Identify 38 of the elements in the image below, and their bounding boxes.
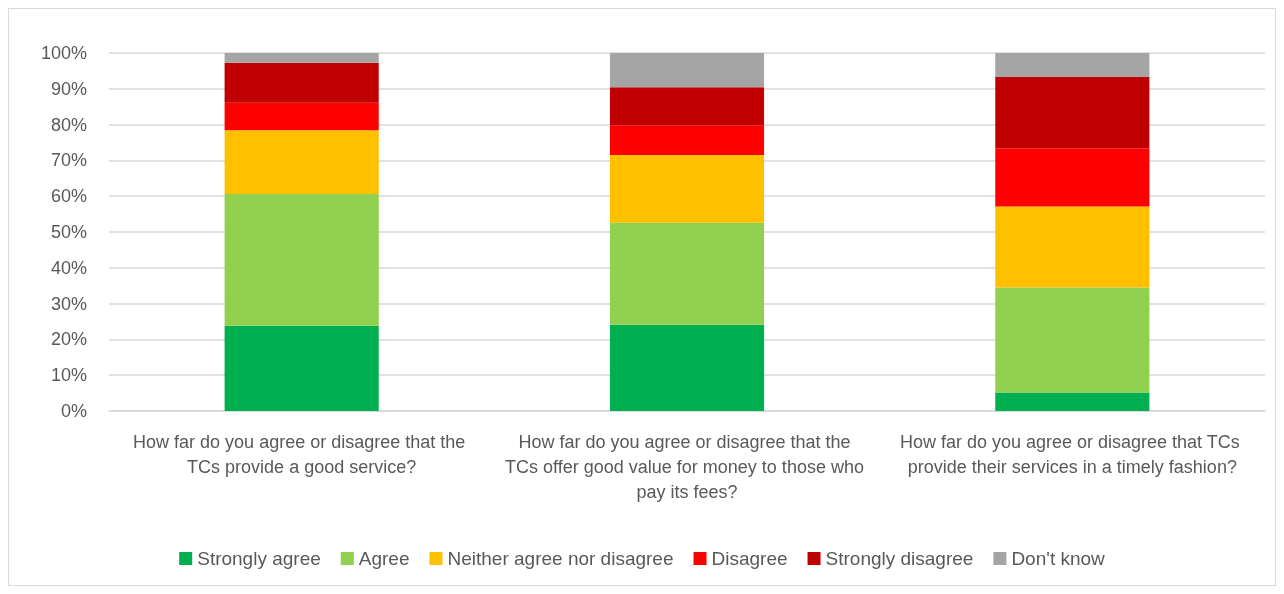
bar <box>224 62 379 103</box>
legend-label: Strongly disagree <box>825 548 974 569</box>
bar <box>609 222 765 325</box>
bar <box>995 392 1150 411</box>
bar <box>995 148 1150 207</box>
bar <box>224 194 379 326</box>
bar <box>609 53 765 88</box>
y-tick-label: 70% <box>50 150 87 171</box>
bar <box>609 155 765 223</box>
bar <box>609 324 765 411</box>
y-tick-label: 60% <box>50 186 87 207</box>
bar <box>224 102 379 131</box>
bar <box>995 287 1150 393</box>
bar <box>224 130 379 195</box>
x-tick-label: How far do you agree or disagree that the TCs offer good value for money to those who pay its fees? <box>505 431 869 502</box>
bar <box>609 87 765 126</box>
y-tick-label: 40% <box>50 257 87 278</box>
legend-label: Disagree <box>711 548 788 569</box>
legend-label: Agree <box>358 548 410 569</box>
legend-label: Don't know <box>1011 548 1106 569</box>
bar <box>995 206 1150 288</box>
legend-label: Strongly agree <box>197 548 321 569</box>
y-tick-label: 30% <box>50 293 87 314</box>
legend-label: Neither agree nor disagree <box>447 548 674 569</box>
bar <box>224 325 379 411</box>
y-tick-label: 80% <box>50 114 87 135</box>
bar <box>995 76 1150 149</box>
x-tick-label: How far do you agree or disagree that the TCs provide a good service? <box>133 431 471 477</box>
y-tick-label: 50% <box>50 222 87 242</box>
bar <box>609 125 765 156</box>
y-tick-label: 90% <box>50 78 87 99</box>
bar <box>995 53 1150 77</box>
y-tick-label: 100% <box>40 43 87 63</box>
y-tick-label: 0% <box>60 401 87 421</box>
bar <box>224 53 379 63</box>
x-tick-label: How far do you agree or disagree that TCs provide their services in a timely fashion? <box>899 431 1245 477</box>
y-tick-label: 10% <box>50 365 87 386</box>
y-tick-label: 20% <box>50 329 87 350</box>
